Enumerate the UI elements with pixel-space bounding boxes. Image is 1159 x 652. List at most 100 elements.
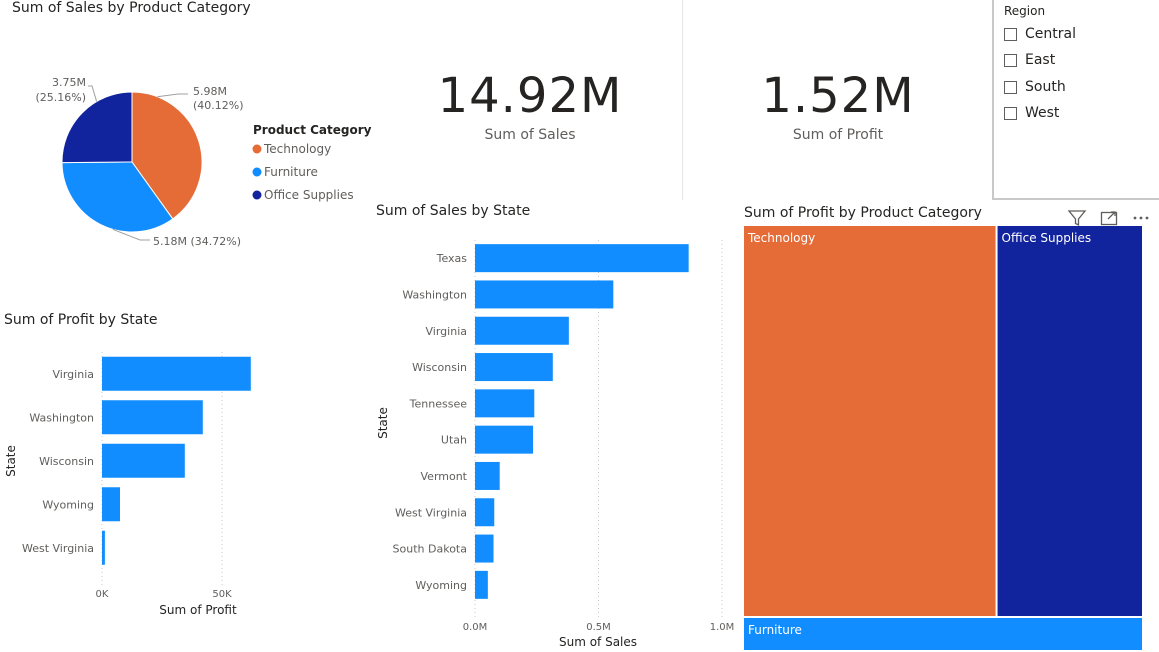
legend-item[interactable]: Office Supplies bbox=[252, 188, 354, 202]
x-tick-label: 0.5M bbox=[586, 622, 611, 633]
bar[interactable] bbox=[475, 534, 494, 563]
slicer-title: Region bbox=[1004, 4, 1046, 18]
bar[interactable] bbox=[475, 498, 495, 527]
bar[interactable] bbox=[102, 356, 251, 391]
treemap-tile-label: Office Supplies bbox=[1002, 231, 1092, 245]
treemap-tile-label: Technology bbox=[747, 231, 815, 245]
slicer-item-label: East bbox=[1025, 52, 1056, 68]
legend-label: Office Supplies bbox=[264, 188, 354, 202]
sales-by-state-title: Sum of Sales by State bbox=[376, 203, 531, 219]
kpi-profit-label: Sum of Profit bbox=[792, 127, 884, 143]
treemap-tile-label: Furniture bbox=[748, 623, 802, 637]
legend-marker bbox=[252, 144, 262, 154]
category-label: South Dakota bbox=[393, 543, 467, 556]
kpi-sales-label: Sum of Sales bbox=[484, 127, 576, 143]
legend-item[interactable]: Furniture bbox=[252, 165, 318, 179]
slicer-checkbox[interactable] bbox=[1004, 53, 1017, 67]
legend-marker bbox=[252, 190, 262, 200]
treemap-chart[interactable]: Technology Office Supplies Furniture bbox=[743, 202, 1159, 652]
more-options-icon[interactable] bbox=[1130, 207, 1152, 229]
sales-by-state-chart[interactable]: 0.0M 0.5M 1.0M Texas Washington Virginia Wisco… bbox=[370, 200, 742, 652]
legend-item[interactable]: Technology bbox=[252, 142, 332, 156]
category-label: Virginia bbox=[426, 325, 467, 338]
bar[interactable] bbox=[102, 530, 105, 565]
slicer-item-central[interactable]: Central bbox=[1004, 24, 1076, 44]
bar[interactable] bbox=[475, 244, 689, 273]
visual-header bbox=[1066, 206, 1152, 230]
legend-label: Technology bbox=[263, 142, 331, 156]
y-axis-title: State bbox=[376, 407, 390, 439]
pie-label-furniture: 5.18M (34.72%) bbox=[112, 228, 241, 248]
slicer-checkbox[interactable] bbox=[1004, 106, 1017, 120]
region-slicer[interactable]: Region Central East South West bbox=[992, 0, 1159, 200]
bar[interactable] bbox=[475, 389, 535, 418]
slicer-item-east[interactable]: East bbox=[1004, 50, 1055, 70]
slicer-item-west[interactable]: West bbox=[1004, 103, 1059, 123]
slicer-item-label: West bbox=[1025, 105, 1060, 121]
treemap-tile-furniture[interactable]: Furniture bbox=[744, 618, 1142, 650]
bar[interactable] bbox=[475, 425, 534, 454]
x-tick-label: 1.0M bbox=[710, 622, 735, 633]
focus-mode-icon[interactable] bbox=[1098, 207, 1120, 229]
svg-text:(40.12%): (40.12%) bbox=[193, 99, 244, 112]
treemap-tile-technology[interactable]: Technology bbox=[744, 226, 996, 616]
category-label: Washington bbox=[29, 411, 94, 424]
category-label: West Virginia bbox=[22, 542, 94, 555]
x-tick-label: 0K bbox=[96, 589, 109, 600]
kpi-profit-value: 1.52M bbox=[761, 68, 915, 124]
pie-slice-technology[interactable] bbox=[131, 91, 203, 220]
bar[interactable] bbox=[102, 400, 203, 435]
pie-label-office-supplies: 3.75M (25.16%) bbox=[35, 76, 98, 104]
legend-label: Furniture bbox=[264, 165, 318, 179]
slicer-item-label: South bbox=[1025, 79, 1066, 95]
pie-slice-office-supplies[interactable] bbox=[61, 91, 133, 164]
x-axis-title: Sum of Profit bbox=[159, 603, 237, 617]
kpi-profit-card[interactable]: 1.52M Sum of Profit bbox=[688, 0, 988, 200]
sales-by-state-visual[interactable]: Sum of Sales by State 0.0M 0.5M 1.0M Texas W… bbox=[370, 200, 742, 652]
pie-title: Sum of Sales by Product Category bbox=[12, 0, 251, 16]
x-tick-label: 50K bbox=[212, 589, 232, 600]
pie-visual[interactable]: Sum of Sales by Product Category 5.98M (4… bbox=[0, 0, 380, 290]
category-label: Virginia bbox=[53, 368, 94, 381]
x-tick-label: 0.0M bbox=[463, 622, 488, 633]
svg-text:5.18M (34.72%): 5.18M (34.72%) bbox=[153, 235, 241, 248]
slicer-item-label: Central bbox=[1025, 26, 1076, 42]
treemap-visual[interactable]: Sum of Profit by Product Category Techno… bbox=[743, 202, 1159, 652]
profit-by-state-title: Sum of Profit by State bbox=[4, 312, 158, 328]
filter-icon[interactable] bbox=[1066, 207, 1088, 229]
svg-text:5.98M: 5.98M bbox=[193, 85, 227, 98]
slicer-item-south[interactable]: South bbox=[1004, 77, 1066, 97]
bar[interactable] bbox=[475, 353, 553, 382]
bar[interactable] bbox=[475, 280, 614, 309]
pie-legend: Product Category Technology Furniture Offic… bbox=[252, 123, 372, 202]
category-label: Washington bbox=[402, 288, 467, 301]
legend-marker bbox=[252, 167, 262, 177]
kpi-sales-card[interactable]: 14.92M Sum of Sales bbox=[380, 0, 680, 200]
category-label: Tennessee bbox=[409, 397, 468, 410]
svg-text:(25.16%): (25.16%) bbox=[35, 91, 86, 104]
treemap-title: Sum of Profit by Product Category bbox=[744, 205, 982, 221]
bar[interactable] bbox=[475, 461, 500, 490]
bar[interactable] bbox=[102, 487, 120, 522]
bar[interactable] bbox=[475, 316, 569, 345]
category-label: Utah bbox=[441, 434, 467, 447]
y-axis-title: State bbox=[4, 445, 18, 477]
profit-by-state-chart[interactable]: 0K 50K Virginia Washington Wisconsin Wyoming W… bbox=[0, 308, 270, 628]
pie-slice-furniture[interactable] bbox=[61, 161, 174, 233]
profit-by-state-visual[interactable]: Sum of Profit by State 0K 50K Virginia Wash… bbox=[0, 308, 270, 628]
category-label: Wyoming bbox=[415, 579, 467, 592]
pie-chart[interactable]: 5.98M(40.12%) 5.18M (34.72%) 3.75M (25.16%)… bbox=[0, 0, 380, 290]
bar[interactable] bbox=[475, 570, 488, 599]
x-axis-title: Sum of Sales bbox=[559, 635, 637, 649]
svg-text:3.75M: 3.75M bbox=[52, 76, 86, 89]
category-label: Wisconsin bbox=[39, 455, 94, 468]
pie-label-technology: 5.98M(40.12%) bbox=[157, 85, 244, 112]
slicer-checkbox[interactable] bbox=[1004, 80, 1017, 94]
slicer-checkbox[interactable] bbox=[1004, 27, 1017, 41]
category-label: West Virginia bbox=[395, 506, 467, 519]
category-label: Vermont bbox=[421, 470, 468, 483]
kpi-sales-value: 14.92M bbox=[437, 68, 623, 124]
bar[interactable] bbox=[102, 443, 185, 478]
legend-title: Product Category bbox=[253, 123, 372, 137]
treemap-tile-office-supplies[interactable]: Office Supplies bbox=[997, 226, 1142, 616]
